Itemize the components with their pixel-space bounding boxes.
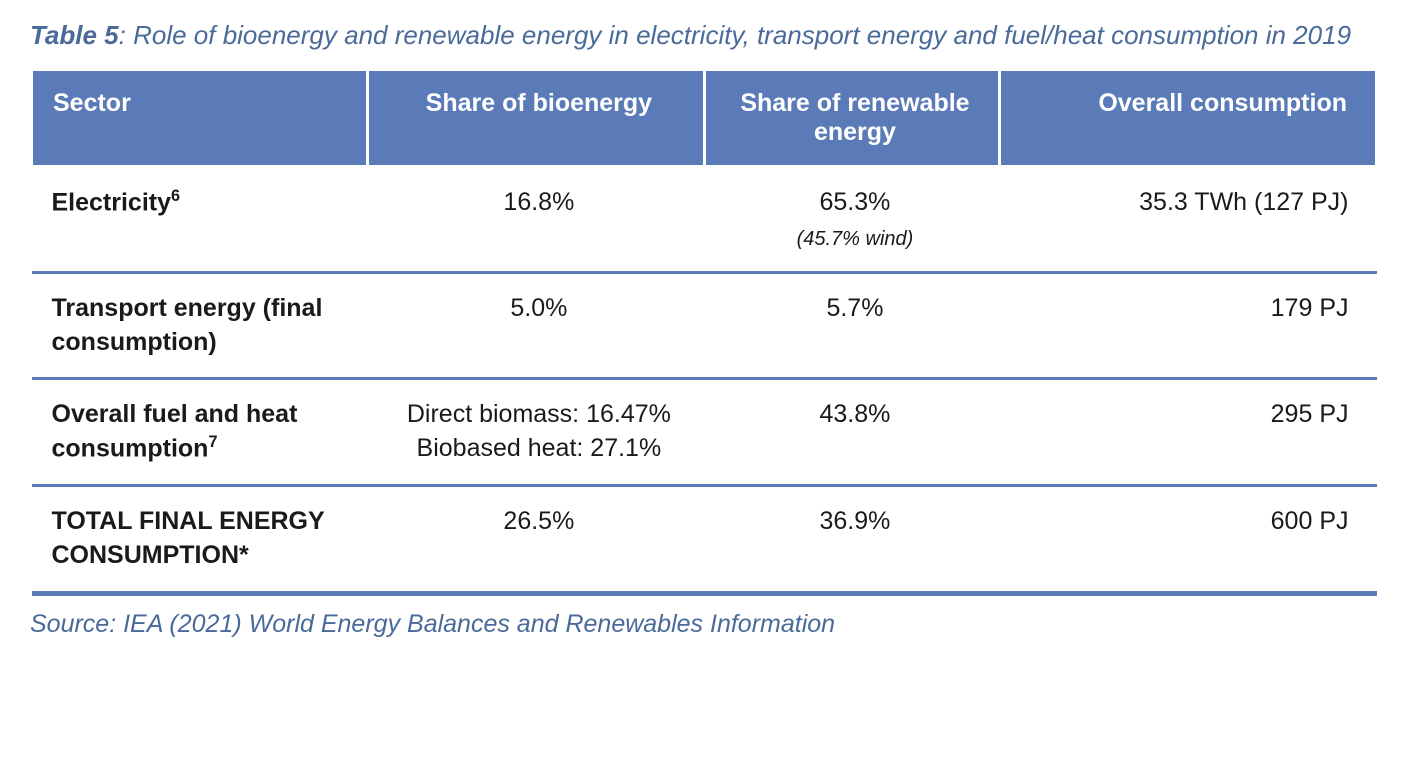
- cell-sector: Transport energy (final consumption): [32, 272, 368, 379]
- table-row: TOTAL FINAL ENERGY CONSUMPTION* 26.5% 36…: [32, 486, 1377, 594]
- energy-table: Sector Share of bioenergy Share of renew…: [30, 71, 1378, 596]
- cell-sector: TOTAL FINAL ENERGY CONSUMPTION*: [32, 486, 368, 594]
- cell-renew: 65.3% (45.7% wind): [704, 167, 1000, 273]
- table-row: Overall fuel and heat consumption7 Direc…: [32, 379, 1377, 486]
- cell-bio: 26.5%: [368, 486, 704, 594]
- cell-bio: Direct biomass: 16.47% Biobased heat: 27…: [368, 379, 704, 486]
- renew-value: 65.3%: [820, 188, 891, 216]
- sector-text: Overall fuel and heat consumption: [52, 400, 298, 462]
- renew-subnote: (45.7% wind): [724, 226, 986, 253]
- table-row: Electricity6 16.8% 65.3% (45.7% wind) 35…: [32, 167, 1377, 273]
- col-overall: Overall consumption: [1000, 71, 1377, 167]
- table-label: Table 5: [30, 20, 119, 50]
- cell-overall: 600 PJ: [1000, 486, 1377, 594]
- bio-line2: Biobased heat: 27.1%: [388, 432, 690, 466]
- cell-renew: 5.7%: [704, 272, 1000, 379]
- table-caption-text: : Role of bioenergy and renewable energy…: [119, 20, 1351, 50]
- cell-sector: Overall fuel and heat consumption7: [32, 379, 368, 486]
- sector-text: TOTAL FINAL ENERGY CONSUMPTION*: [52, 507, 325, 569]
- table-header-row: Sector Share of bioenergy Share of renew…: [32, 71, 1377, 167]
- bio-line1: Direct biomass: 16.47%: [388, 398, 690, 432]
- col-bio: Share of bioenergy: [368, 71, 704, 167]
- cell-overall: 179 PJ: [1000, 272, 1377, 379]
- col-sector: Sector: [32, 71, 368, 167]
- cell-overall: 295 PJ: [1000, 379, 1377, 486]
- sector-text: Electricity: [52, 188, 172, 216]
- cell-sector: Electricity6: [32, 167, 368, 273]
- table-source: Source: IEA (2021) World Energy Balances…: [30, 610, 1378, 639]
- sector-text: Transport energy (final consumption): [52, 294, 323, 356]
- cell-renew: 36.9%: [704, 486, 1000, 594]
- table-caption: Table 5: Role of bioenergy and renewable…: [30, 18, 1378, 53]
- table-row: Transport energy (final consumption) 5.0…: [32, 272, 1377, 379]
- cell-bio: 16.8%: [368, 167, 704, 273]
- cell-renew: 43.8%: [704, 379, 1000, 486]
- col-renew: Share of renewable energy: [704, 71, 1000, 167]
- cell-overall: 35.3 TWh (127 PJ): [1000, 167, 1377, 273]
- cell-bio: 5.0%: [368, 272, 704, 379]
- sector-footnote: 7: [208, 433, 217, 451]
- sector-footnote: 6: [171, 187, 180, 205]
